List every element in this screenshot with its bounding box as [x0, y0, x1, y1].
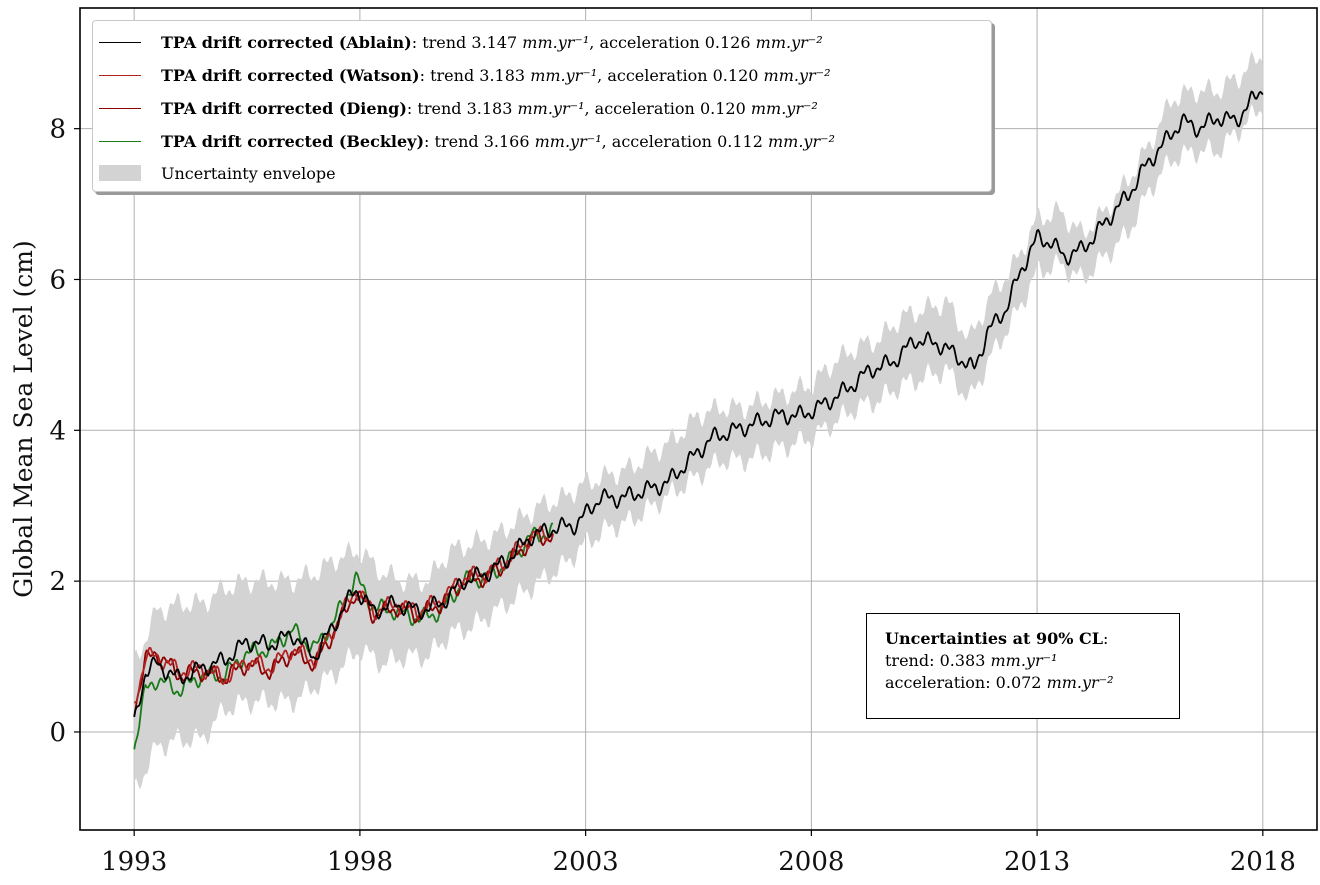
x-axis-ticks: 1993 1998 2003 2008 2013 2018	[101, 830, 1296, 877]
plot-frame	[79, 7, 1318, 831]
x-tick-label: 2013	[1004, 847, 1070, 877]
legend-item-beckley: TPA drift corrected (Beckley): trend 3.1…	[99, 126, 835, 156]
legend-series-name: TPA drift corrected (Watson)	[161, 65, 420, 85]
legend-envelope-label: Uncertainty envelope	[161, 163, 336, 183]
legend-swatch	[99, 74, 141, 76]
x-tick-label: 1998	[327, 847, 393, 877]
legend-acceleration-value: 0.120	[699, 98, 746, 118]
x-tick-label: 2018	[1230, 847, 1296, 877]
legend-acceleration-value: 0.112	[717, 131, 763, 151]
y-tick-label: 8	[49, 115, 66, 145]
legend-swatch	[99, 140, 141, 142]
legend-acceleration-value: 0.126	[704, 32, 751, 52]
legend-item-dieng: TPA drift corrected (Dieng): trend 3.183…	[99, 93, 818, 123]
legend-trend-value: 3.166	[483, 131, 530, 151]
legend: TPA drift corrected (Ablain): trend 3.14…	[92, 20, 992, 192]
legend-series-name: TPA drift corrected (Ablain)	[161, 32, 412, 52]
x-tick-label: 2003	[553, 847, 619, 877]
y-tick-label: 0	[49, 718, 66, 748]
annotation-title: Uncertainties at 90% CL	[885, 629, 1103, 648]
y-tick-label: 6	[49, 265, 66, 295]
series-line-tpa-drift-corrected-ablain-	[133, 90, 1264, 718]
legend-item-envelope: Uncertainty envelope	[99, 158, 336, 188]
series-layer	[133, 90, 1264, 750]
legend-series-name: TPA drift corrected (Beckley)	[161, 131, 425, 151]
uncertainty-annotation: Uncertainties at 90% CL: trend: 0.383 mm…	[866, 613, 1180, 719]
y-tick-label: 4	[49, 416, 66, 446]
legend-swatch-envelope	[99, 165, 141, 181]
y-axis-label: Global Mean Sea Level (cm)	[9, 240, 38, 597]
annotation-acceleration-value: 0.072	[995, 673, 1042, 692]
legend-trend-value: 3.147	[471, 32, 518, 52]
y-axis-ticks: 0 2 4 6 8	[49, 115, 80, 748]
legend-acceleration-value: 0.120	[712, 65, 759, 85]
x-tick-label: 1993	[101, 847, 167, 877]
legend-swatch	[99, 107, 141, 109]
legend-trend-value: 3.183	[466, 98, 513, 118]
y-tick-label: 2	[49, 567, 66, 597]
legend-trend-value: 3.183	[479, 65, 526, 85]
annotation-trend-value: 0.383	[939, 651, 986, 670]
legend-swatch	[99, 41, 141, 43]
legend-item-ablain: TPA drift corrected (Ablain): trend 3.14…	[99, 27, 823, 57]
x-tick-label: 2008	[778, 847, 844, 877]
legend-item-watson: TPA drift corrected (Watson): trend 3.18…	[99, 60, 831, 90]
series-line-tpa-drift-corrected-watson-	[134, 525, 554, 704]
legend-series-name: TPA drift corrected (Dieng)	[161, 98, 407, 118]
